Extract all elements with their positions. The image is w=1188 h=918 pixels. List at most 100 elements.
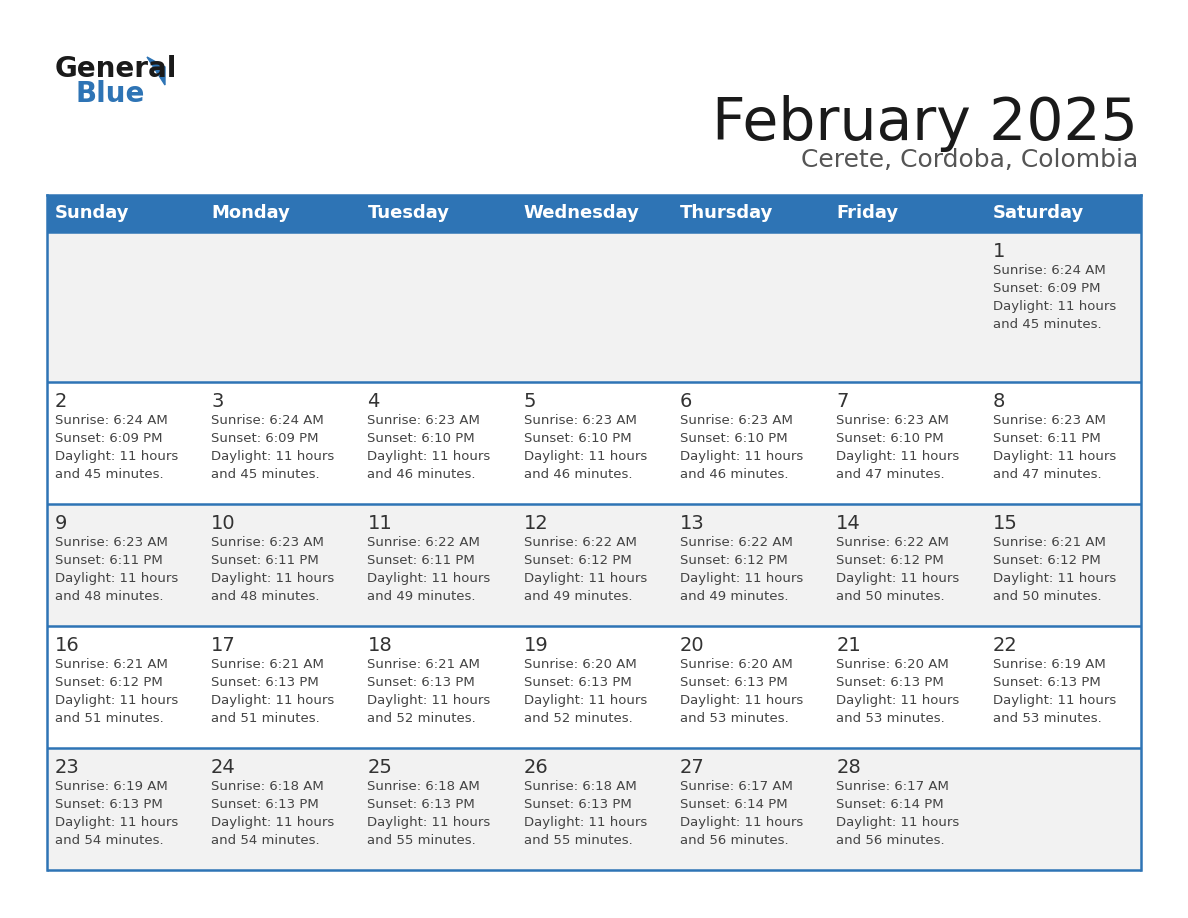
Text: Daylight: 11 hours: Daylight: 11 hours [992,572,1116,585]
Text: Sunrise: 6:21 AM: Sunrise: 6:21 AM [55,658,168,671]
Text: and 53 minutes.: and 53 minutes. [680,712,789,725]
Text: 17: 17 [211,636,236,655]
FancyBboxPatch shape [828,626,985,748]
Text: Sunset: 6:12 PM: Sunset: 6:12 PM [524,554,631,567]
Text: February 2025: February 2025 [712,95,1138,152]
FancyBboxPatch shape [360,504,516,626]
FancyBboxPatch shape [48,748,203,870]
Text: Daylight: 11 hours: Daylight: 11 hours [836,450,960,463]
Text: Daylight: 11 hours: Daylight: 11 hours [836,694,960,707]
Text: 13: 13 [680,514,704,533]
Text: 22: 22 [992,636,1017,655]
Text: Sunrise: 6:22 AM: Sunrise: 6:22 AM [836,536,949,549]
Text: Sunset: 6:11 PM: Sunset: 6:11 PM [55,554,163,567]
Text: Daylight: 11 hours: Daylight: 11 hours [836,572,960,585]
Text: Sunset: 6:13 PM: Sunset: 6:13 PM [55,798,163,811]
Text: General: General [55,55,177,83]
Text: Sunrise: 6:24 AM: Sunrise: 6:24 AM [55,414,168,427]
FancyBboxPatch shape [828,232,985,382]
Text: 23: 23 [55,758,80,777]
Text: Daylight: 11 hours: Daylight: 11 hours [992,450,1116,463]
FancyBboxPatch shape [985,232,1140,382]
Text: and 54 minutes.: and 54 minutes. [55,834,164,847]
Text: Daylight: 11 hours: Daylight: 11 hours [367,694,491,707]
Text: Sunrise: 6:22 AM: Sunrise: 6:22 AM [524,536,637,549]
Text: and 51 minutes.: and 51 minutes. [211,712,320,725]
Text: Sunset: 6:09 PM: Sunset: 6:09 PM [55,432,163,445]
Text: and 52 minutes.: and 52 minutes. [367,712,476,725]
Text: 20: 20 [680,636,704,655]
Text: and 50 minutes.: and 50 minutes. [836,590,944,603]
Text: 1: 1 [992,242,1005,261]
FancyBboxPatch shape [48,232,203,382]
Text: 5: 5 [524,392,536,411]
Text: Wednesday: Wednesday [524,205,639,222]
Text: 8: 8 [992,392,1005,411]
Text: Daylight: 11 hours: Daylight: 11 hours [836,816,960,829]
Text: and 45 minutes.: and 45 minutes. [992,318,1101,331]
Text: 6: 6 [680,392,693,411]
Text: 2: 2 [55,392,68,411]
Text: Daylight: 11 hours: Daylight: 11 hours [992,694,1116,707]
FancyBboxPatch shape [48,195,1140,232]
Text: Monday: Monday [211,205,290,222]
Text: Thursday: Thursday [680,205,773,222]
Text: Daylight: 11 hours: Daylight: 11 hours [55,694,178,707]
Text: Daylight: 11 hours: Daylight: 11 hours [367,816,491,829]
FancyBboxPatch shape [672,626,828,748]
Text: Daylight: 11 hours: Daylight: 11 hours [55,572,178,585]
Text: Tuesday: Tuesday [367,205,449,222]
Text: Sunrise: 6:23 AM: Sunrise: 6:23 AM [524,414,637,427]
Text: Sunrise: 6:22 AM: Sunrise: 6:22 AM [680,536,792,549]
Text: Daylight: 11 hours: Daylight: 11 hours [55,816,178,829]
Text: Sunset: 6:13 PM: Sunset: 6:13 PM [524,676,631,689]
Text: Sunset: 6:13 PM: Sunset: 6:13 PM [211,676,318,689]
Text: Daylight: 11 hours: Daylight: 11 hours [680,694,803,707]
Text: Daylight: 11 hours: Daylight: 11 hours [680,572,803,585]
Text: 4: 4 [367,392,380,411]
FancyBboxPatch shape [516,626,672,748]
Text: Daylight: 11 hours: Daylight: 11 hours [524,816,647,829]
Text: Sunrise: 6:23 AM: Sunrise: 6:23 AM [992,414,1105,427]
Text: Sunrise: 6:23 AM: Sunrise: 6:23 AM [680,414,792,427]
Text: and 48 minutes.: and 48 minutes. [55,590,163,603]
Text: 3: 3 [211,392,223,411]
FancyBboxPatch shape [203,382,360,504]
Text: Sunrise: 6:20 AM: Sunrise: 6:20 AM [680,658,792,671]
Text: and 52 minutes.: and 52 minutes. [524,712,632,725]
FancyBboxPatch shape [516,232,672,382]
Text: Sunset: 6:13 PM: Sunset: 6:13 PM [992,676,1100,689]
Text: and 47 minutes.: and 47 minutes. [992,468,1101,481]
FancyBboxPatch shape [516,382,672,504]
Text: Sunrise: 6:17 AM: Sunrise: 6:17 AM [680,780,792,793]
Text: 15: 15 [992,514,1017,533]
Text: Daylight: 11 hours: Daylight: 11 hours [211,694,334,707]
FancyBboxPatch shape [672,232,828,382]
Text: Sunset: 6:11 PM: Sunset: 6:11 PM [992,432,1100,445]
FancyBboxPatch shape [48,504,203,626]
Text: Daylight: 11 hours: Daylight: 11 hours [211,572,334,585]
Text: 7: 7 [836,392,848,411]
Text: Daylight: 11 hours: Daylight: 11 hours [55,450,178,463]
Text: Daylight: 11 hours: Daylight: 11 hours [992,300,1116,313]
Text: Sunrise: 6:23 AM: Sunrise: 6:23 AM [211,536,324,549]
Text: and 55 minutes.: and 55 minutes. [367,834,476,847]
Text: Daylight: 11 hours: Daylight: 11 hours [524,694,647,707]
Text: Sunrise: 6:23 AM: Sunrise: 6:23 AM [55,536,168,549]
Text: 14: 14 [836,514,861,533]
FancyBboxPatch shape [203,748,360,870]
Text: Sunset: 6:14 PM: Sunset: 6:14 PM [680,798,788,811]
FancyBboxPatch shape [672,382,828,504]
FancyBboxPatch shape [828,382,985,504]
Text: 10: 10 [211,514,235,533]
Text: Sunset: 6:13 PM: Sunset: 6:13 PM [836,676,944,689]
Text: Sunset: 6:09 PM: Sunset: 6:09 PM [992,282,1100,295]
Text: Saturday: Saturday [992,205,1083,222]
Text: Sunrise: 6:19 AM: Sunrise: 6:19 AM [992,658,1105,671]
Text: Sunset: 6:11 PM: Sunset: 6:11 PM [211,554,318,567]
Text: 25: 25 [367,758,392,777]
FancyBboxPatch shape [48,626,203,748]
Text: Daylight: 11 hours: Daylight: 11 hours [680,450,803,463]
Text: Sunrise: 6:17 AM: Sunrise: 6:17 AM [836,780,949,793]
Text: Sunrise: 6:18 AM: Sunrise: 6:18 AM [211,780,324,793]
